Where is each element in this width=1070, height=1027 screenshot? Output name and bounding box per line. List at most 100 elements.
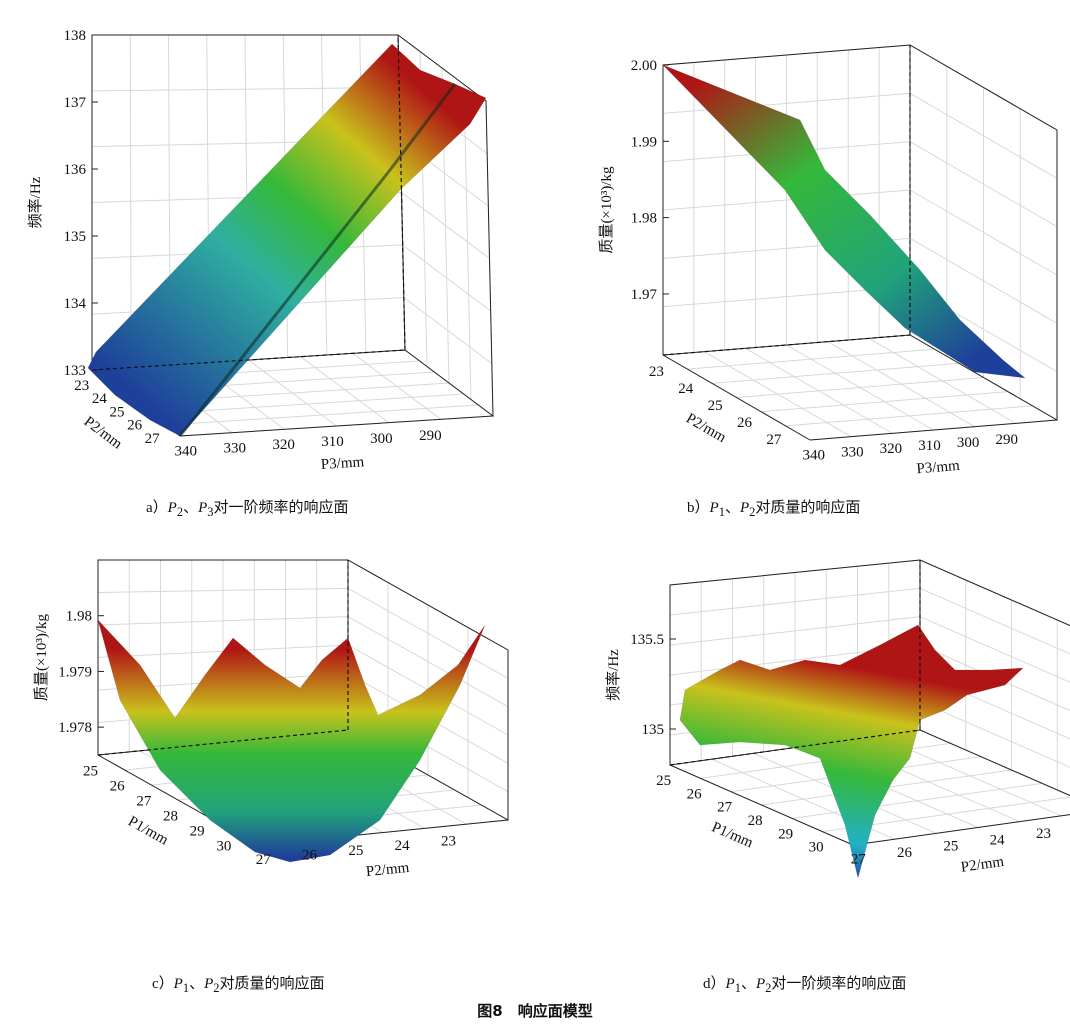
response-surface [679,624,1024,879]
hidden-edge [662,334,911,356]
axes-box-edge [179,415,494,437]
panel-c: 1.978 1.979 1.98 27 26 25 24 23 25 26 27 28 29 30 质量(×… [0,520,535,1000]
hidden-edge [669,729,921,766]
grid-line [919,616,1070,683]
grid-line [909,141,1058,228]
grid-line [401,192,490,259]
grid-line [97,616,349,626]
panel-b: 1.97 1.98 1.99 2.00 340 330 320 310 300 290 23 24 25… [535,0,1070,520]
grid-line [791,782,1043,819]
y-tick-label: 25 [109,404,124,420]
z-tick-label: 136 [64,162,87,178]
z-tick-label: 1.978 [58,720,92,736]
x-axis-label: P2/mm [960,854,1005,876]
caption-c: c）P1、P2对质量的响应面 [152,976,325,995]
y-tick-label: 23 [74,378,89,394]
x-tick-label: 25 [348,843,363,859]
grid-line [919,701,1070,768]
x-tick-label: 310 [321,434,344,450]
y-axis-label: P2/mm [683,411,729,447]
grid-line [300,356,389,424]
x-tick-label: 27 [256,852,272,868]
y-tick-label: 28 [748,813,763,829]
y-tick-label: 24 [678,381,694,397]
axes-box [669,559,1070,846]
x-tick-label: 290 [995,432,1018,448]
x-tick-label: 310 [918,438,941,454]
axes-box [91,34,494,437]
x-tick-label: 24 [395,838,411,854]
z-axis-label: 质量(×10³)/kg [598,166,615,254]
z-axis-label: 频率/Hz [27,176,44,228]
grid-line [669,587,921,616]
x-tick-label: 300 [370,431,393,447]
x-tick-label: 26 [302,847,318,863]
grid-line [97,587,349,593]
grid-line [669,616,921,646]
grid-line [248,359,337,427]
figure-title: 图8 响应面模型 [477,1002,593,1020]
y-tick-label: 30 [216,839,231,855]
z-tick-label: 135 [642,722,665,738]
x-tick-label: 24 [990,832,1006,848]
x-tick-label: 23 [1036,826,1051,842]
axes-box-edge [852,814,1070,846]
grid-line [352,352,442,420]
y-tick-label: 25 [83,764,98,780]
response-surface [87,43,487,437]
y-tick-label: 29 [778,826,793,842]
z-tick-label: 135 [64,229,87,245]
z-tick-label: 1.98 [66,609,92,625]
z-tick-label: 137 [64,95,87,111]
y-tick-label: 25 [656,773,671,789]
x-tick-label: 320 [880,441,903,457]
y-tick-label: 27 [145,431,161,447]
grid-line [919,587,1070,655]
grid-line [919,559,1070,627]
y-tick-label: 26 [687,786,703,802]
x-tick-label: 290 [419,428,442,444]
y-tick-label: 26 [110,779,126,795]
caption-b: b）P1、P2对质量的响应面 [687,500,861,519]
x-tick-label: 330 [223,440,246,456]
grid-line [909,189,1058,276]
z-tick-label: 1.979 [58,664,92,680]
chart-a: 133 134 135 136 137 138 340 330 320 310 300 290 2324… [27,28,494,473]
response-surface [97,619,486,863]
chart-c: 1.978 1.979 1.98 27 26 25 24 23 25 26 27 28 29 30 质量(×… [33,559,509,880]
z-tick-label: 1.98 [631,211,657,227]
y-tick-label: 25 [708,398,723,414]
x-axis-label: P3/mm [916,458,961,477]
grid-line [760,391,1009,413]
z-tick-label: 134 [64,296,87,312]
grid-line [909,92,1058,179]
grid-line [347,587,509,679]
y-tick-label: 24 [92,391,108,407]
grid-line [919,729,1070,797]
z-tick-label: 138 [64,28,87,44]
response-surface [662,64,1026,379]
z-tick-label: 133 [64,363,87,379]
x-tick-label: 27 [851,852,867,868]
x-axis-label: P3/mm [320,454,365,473]
grid-line [402,244,491,312]
y-tick-label: 29 [190,824,205,840]
grid-line [91,87,400,92]
caption-d: d）P1、P2对一阶频率的响应面 [703,976,907,995]
grid-line [347,616,509,708]
axes-box [662,44,1058,441]
y-tick-label: 23 [649,364,664,380]
y-tick-label: 26 [737,415,753,431]
x-tick-label: 330 [841,444,864,460]
grid-line [786,344,934,431]
x-tick-label: 300 [957,435,980,451]
grid-line [868,337,1017,424]
y-tick-label: 28 [163,809,178,825]
x-tick-label: 25 [943,839,958,855]
x-axis-label: P2/mm [365,860,410,880]
x-tick-label: 340 [175,443,198,459]
y-tick-label: 27 [766,432,782,448]
hidden-edge [91,349,406,371]
z-axis-label: 质量(×10³)/kg [33,613,50,701]
